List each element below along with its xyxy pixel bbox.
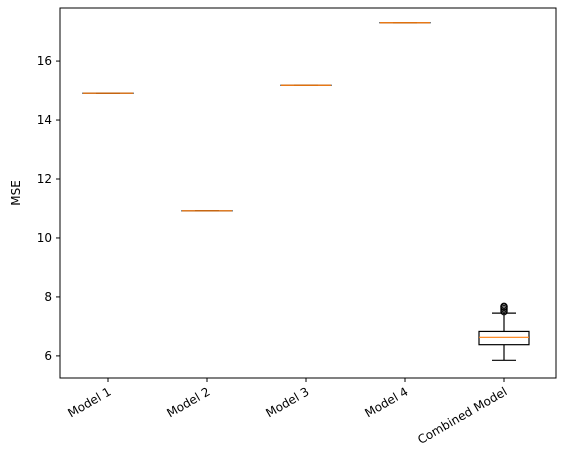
x-tick-label: Model 3 bbox=[263, 384, 311, 420]
y-tick-label: 10 bbox=[37, 231, 52, 245]
y-tick-label: 8 bbox=[44, 290, 52, 304]
plot-area bbox=[59, 7, 557, 379]
y-tick-label: 12 bbox=[37, 172, 52, 186]
y-axis: 6 8 10 12 14 16 bbox=[37, 54, 60, 363]
y-axis-label: MSE bbox=[9, 180, 23, 206]
flier-point bbox=[500, 302, 508, 311]
x-tick-label: Combined Model bbox=[415, 384, 509, 447]
x-tick-label: Model 1 bbox=[65, 384, 113, 420]
box-iqr bbox=[478, 330, 530, 346]
boxes bbox=[82, 22, 530, 361]
y-tick-label: 14 bbox=[37, 113, 52, 127]
x-tick-label: Model 2 bbox=[164, 384, 212, 420]
y-tick-label: 16 bbox=[37, 54, 52, 68]
box-5 bbox=[478, 302, 530, 361]
x-tick-label: Model 4 bbox=[362, 384, 410, 420]
y-tick-label: 6 bbox=[44, 349, 52, 363]
x-axis: Model 1 Model 2 Model 3 Model 4 Combined Mod… bbox=[65, 378, 510, 447]
